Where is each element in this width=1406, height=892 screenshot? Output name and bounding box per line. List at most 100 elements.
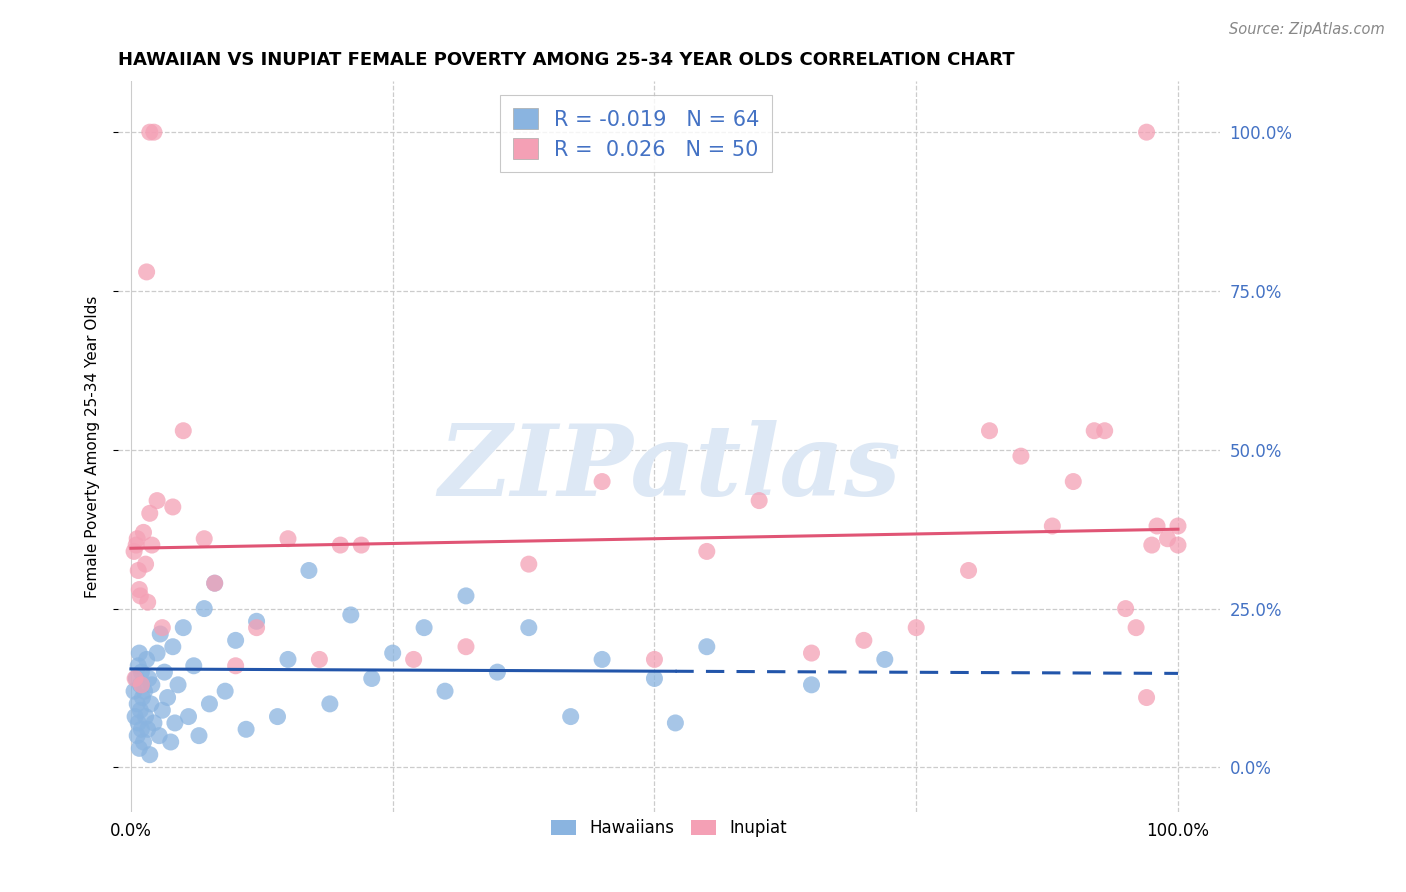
Point	[434, 684, 457, 698]
Point	[225, 633, 247, 648]
Point	[957, 564, 980, 578]
Text: HAWAIIAN VS INUPIAT FEMALE POVERTY AMONG 25-34 YEAR OLDS CORRELATION CHART: HAWAIIAN VS INUPIAT FEMALE POVERTY AMONG…	[118, 51, 1015, 69]
Point	[517, 621, 540, 635]
Point	[131, 665, 153, 680]
Text: ZIPatlas: ZIPatlas	[437, 420, 900, 516]
Point	[139, 125, 162, 139]
Point	[172, 621, 194, 635]
Point	[214, 684, 236, 698]
Point	[413, 621, 436, 635]
Point	[266, 709, 288, 723]
Point	[127, 564, 149, 578]
Point	[162, 500, 184, 514]
Point	[124, 709, 146, 723]
Point	[122, 684, 145, 698]
Point	[643, 672, 665, 686]
Point	[591, 475, 613, 489]
Point	[245, 615, 267, 629]
Point	[141, 678, 163, 692]
Point	[177, 709, 200, 723]
Point	[149, 627, 172, 641]
Point	[135, 652, 157, 666]
Point	[127, 658, 149, 673]
Point	[360, 672, 382, 686]
Point	[664, 715, 686, 730]
Point	[163, 715, 186, 730]
Point	[131, 678, 153, 692]
Point	[1140, 538, 1163, 552]
Point	[138, 672, 160, 686]
Point	[329, 538, 352, 552]
Point	[129, 703, 152, 717]
Point	[1094, 424, 1116, 438]
Point	[1167, 519, 1189, 533]
Point	[142, 125, 165, 139]
Point	[454, 640, 477, 654]
Point	[245, 621, 267, 635]
Point	[134, 684, 156, 698]
Point	[591, 652, 613, 666]
Point	[129, 589, 152, 603]
Point	[1156, 532, 1178, 546]
Point	[298, 564, 321, 578]
Point	[696, 640, 718, 654]
Point	[153, 665, 176, 680]
Point	[204, 576, 226, 591]
Point	[1083, 424, 1105, 438]
Point	[125, 538, 148, 552]
Point	[198, 697, 221, 711]
Point	[128, 582, 150, 597]
Point	[172, 424, 194, 438]
Point	[560, 709, 582, 723]
Point	[188, 729, 211, 743]
Point	[643, 652, 665, 666]
Point	[193, 601, 215, 615]
Point	[148, 729, 170, 743]
Point	[139, 697, 162, 711]
Point	[162, 640, 184, 654]
Point	[139, 506, 162, 520]
Point	[141, 538, 163, 552]
Point	[1135, 690, 1157, 705]
Point	[381, 646, 404, 660]
Point	[122, 544, 145, 558]
Point	[277, 532, 299, 546]
Point	[454, 589, 477, 603]
Point	[1167, 538, 1189, 552]
Point	[1040, 519, 1063, 533]
Point	[340, 607, 363, 622]
Point	[1135, 125, 1157, 139]
Point	[159, 735, 181, 749]
Point	[319, 697, 342, 711]
Point	[517, 557, 540, 571]
Point	[800, 678, 823, 692]
Point	[852, 633, 875, 648]
Point	[905, 621, 928, 635]
Point	[127, 697, 149, 711]
Point	[183, 658, 205, 673]
Point	[146, 493, 169, 508]
Point	[146, 646, 169, 660]
Point	[128, 741, 150, 756]
Point	[150, 621, 173, 635]
Point	[127, 532, 149, 546]
Point	[139, 747, 162, 762]
Point	[127, 729, 149, 743]
Point	[150, 703, 173, 717]
Point	[277, 652, 299, 666]
Point	[132, 525, 155, 540]
Point	[135, 265, 157, 279]
Point	[1010, 449, 1032, 463]
Point	[135, 557, 157, 571]
Point	[128, 646, 150, 660]
Point	[129, 678, 152, 692]
Point	[127, 715, 149, 730]
Point	[136, 723, 159, 737]
Point	[156, 690, 179, 705]
Y-axis label: Female Poverty Among 25-34 Year Olds: Female Poverty Among 25-34 Year Olds	[86, 295, 100, 598]
Point	[131, 723, 153, 737]
Legend: Hawaiians, Inupiat: Hawaiians, Inupiat	[544, 813, 794, 844]
Point	[135, 709, 157, 723]
Point	[1062, 475, 1084, 489]
Point	[167, 678, 190, 692]
